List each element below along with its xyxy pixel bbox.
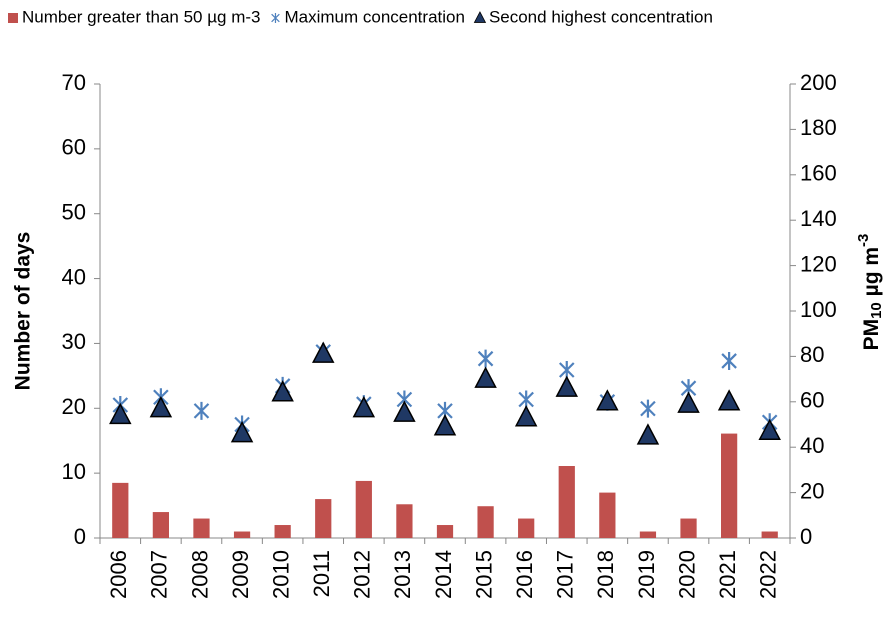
marker-star [477,349,494,368]
x-tick-label: 2014 [431,550,456,599]
bar [558,466,575,538]
marker-triangle [271,380,294,402]
y-tick-label: 60 [62,135,86,160]
y-tick-label: 70 [62,70,86,95]
y2-tick-label: 100 [800,297,837,322]
bar [233,531,251,538]
bar [639,531,657,538]
y-tick-label: 10 [62,459,86,484]
y2-tick-label: 180 [800,115,837,140]
y2-label-sub: 10 [868,302,885,319]
marker-star [193,401,210,420]
marker-triangle [149,395,173,418]
marker-triangle [473,11,487,23]
marker-triangle [555,375,579,397]
y2-tick-label: 20 [800,478,824,503]
marker-triangle [758,418,781,441]
legend-label: Maximum concentration [284,7,464,26]
bar [518,518,535,538]
x-tick-label: 2009 [228,550,253,599]
legend-swatch [473,11,487,23]
y2-tick-label: 40 [800,433,824,458]
x-tick-label: 2011 [309,550,334,597]
y-tick-label: 50 [62,200,86,225]
bar [721,433,738,538]
x-tick-label: 2012 [350,550,375,599]
marker-triangle [514,405,538,427]
bar [152,512,169,538]
y-axis-label: Number of days [12,232,35,391]
x-tick-label: 2006 [106,550,131,599]
bar [436,525,454,538]
x-tick-label: 2016 [512,550,537,599]
x-tick-label: 2015 [471,550,496,599]
bar [599,492,616,538]
x-tick-label: 2020 [674,550,699,599]
bar [680,518,697,538]
x-tick-label: 2017 [553,550,578,599]
x-tick-label: 2018 [593,550,618,599]
y2-tick-label: 120 [800,251,837,276]
legend-label: Second highest concentration [489,7,713,26]
y2-label-main: PM [860,319,883,351]
y2-label-sup: -3 [855,234,872,247]
marker-triangle [677,391,700,413]
y2-tick-label: 200 [800,70,837,95]
x-tick-label: 2010 [268,550,293,599]
bar [355,480,372,538]
x-tick-label: 2022 [756,550,781,599]
marker-triangle [230,420,254,443]
marker-triangle [352,395,376,418]
x-tick-label: 2013 [390,550,415,599]
bar [112,482,129,538]
y2-tick-label: 0 [800,524,812,549]
y2-tick-label: 140 [800,206,837,231]
y-tick-label: 20 [62,394,86,419]
y2-axis-label: PM10 µg m-3 [855,234,885,351]
bar [315,499,332,538]
marker-star [721,351,737,370]
x-tick-label: 2021 [715,550,740,599]
legend-label: Number greater than 50 µg m-3 [22,7,260,26]
y2-label-unit: µg m [860,247,883,302]
y2-tick-label: 60 [800,388,824,413]
marker-triangle [596,389,619,411]
marker-triangle [311,341,335,363]
bar [193,518,210,538]
x-tick-label: 2019 [634,550,659,599]
y-tick-label: 30 [62,329,86,354]
bar [477,506,494,538]
marker-triangle [433,414,457,436]
marker-triangle [474,366,497,388]
y-tick-label: 0 [74,524,86,549]
marker-triangle [109,402,132,425]
y2-tick-label: 80 [800,342,824,367]
x-tick-label: 2007 [147,550,172,599]
legend-swatch [271,13,280,23]
marker-star [640,399,656,418]
bar [761,531,778,538]
marker-triangle [393,400,416,422]
legend-swatch [8,13,18,23]
marker-triangle [717,389,741,411]
bar [396,504,413,538]
marker-star [271,13,280,23]
y2-tick-label: 160 [800,161,837,186]
y-tick-label: 40 [62,264,86,289]
x-tick-label: 2008 [187,550,212,599]
marker-triangle [636,423,660,445]
bar [274,525,291,538]
